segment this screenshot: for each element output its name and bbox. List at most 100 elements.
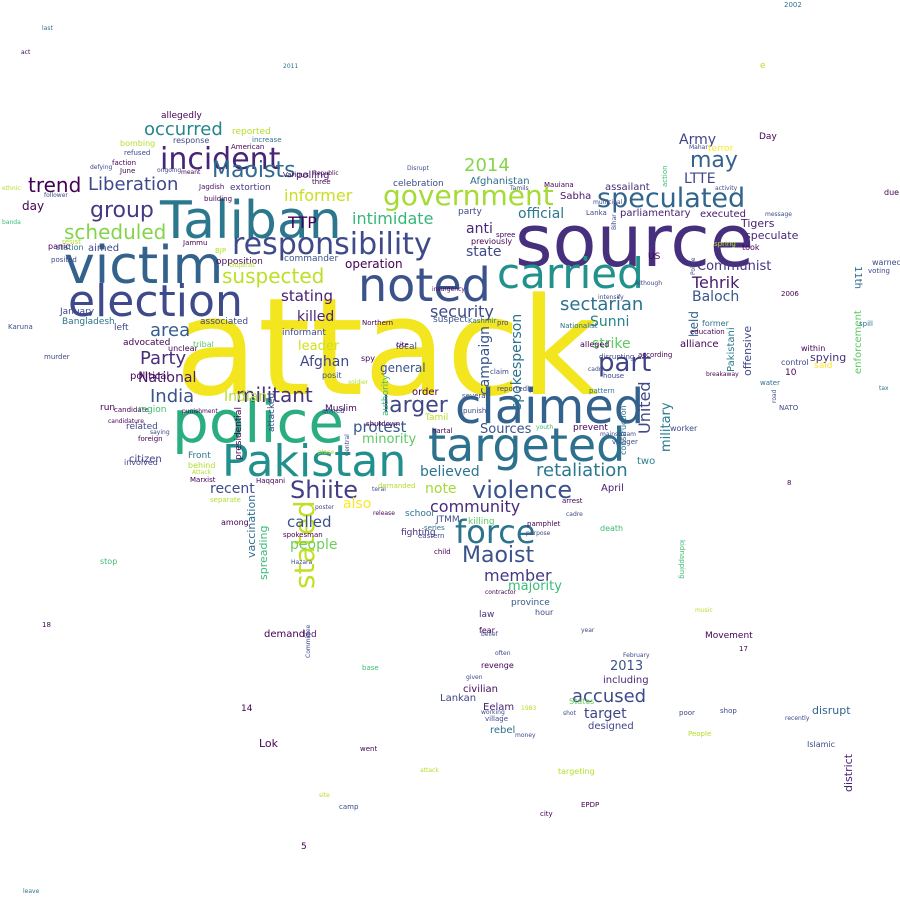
word: spill bbox=[859, 320, 873, 328]
word: behind bbox=[188, 461, 216, 470]
word: reported bbox=[232, 127, 271, 137]
word: arrest bbox=[562, 497, 583, 505]
word: panic bbox=[48, 242, 70, 251]
word: TTP bbox=[288, 213, 317, 232]
word: tribal bbox=[193, 340, 214, 349]
word: money bbox=[515, 732, 536, 739]
word: Army bbox=[679, 132, 717, 148]
word: retaliation bbox=[536, 460, 628, 481]
word: suspected bbox=[222, 264, 325, 288]
word: Jammu bbox=[183, 239, 208, 247]
word: suspect bbox=[433, 315, 468, 325]
word: law bbox=[479, 610, 495, 620]
word: rebel bbox=[490, 725, 516, 736]
word: Sunni bbox=[590, 314, 630, 330]
word: leave bbox=[23, 888, 40, 895]
word: offensive bbox=[741, 325, 754, 376]
word: punish bbox=[463, 407, 487, 415]
word: voting bbox=[868, 267, 890, 275]
word: Baloch bbox=[692, 289, 740, 305]
word: LTTE bbox=[684, 171, 716, 187]
word: security bbox=[430, 302, 494, 321]
word: assailant bbox=[605, 182, 650, 193]
word: death bbox=[600, 524, 624, 533]
word: Party bbox=[140, 348, 187, 369]
word: accused bbox=[572, 686, 647, 707]
word: said bbox=[814, 361, 833, 371]
word: Mahar bbox=[689, 144, 708, 151]
word: e bbox=[760, 61, 766, 71]
word: site bbox=[319, 792, 330, 799]
word: belief bbox=[481, 631, 498, 638]
word: speculate bbox=[745, 229, 799, 242]
word: Kashmir bbox=[468, 317, 497, 325]
word: defying bbox=[90, 164, 113, 171]
word: run bbox=[100, 403, 116, 413]
word: fear bbox=[479, 626, 495, 635]
word: due bbox=[884, 188, 900, 197]
word: terror bbox=[708, 144, 734, 154]
word: Afghanistan bbox=[470, 176, 530, 187]
word: warned bbox=[872, 258, 900, 267]
word: polling bbox=[296, 170, 330, 181]
word: January bbox=[60, 307, 95, 317]
word: kidnapping bbox=[678, 540, 686, 579]
word: candidature bbox=[108, 418, 144, 425]
word: 2014 bbox=[464, 155, 510, 176]
word: 2002 bbox=[784, 1, 802, 9]
word: building bbox=[204, 195, 233, 203]
word: child bbox=[434, 548, 451, 556]
word: bombing bbox=[120, 139, 156, 148]
word: Disrupt bbox=[407, 165, 429, 172]
word: stating bbox=[281, 287, 333, 305]
word: Liberation bbox=[88, 174, 179, 195]
word: NATO bbox=[779, 404, 799, 412]
word: Shiite bbox=[290, 476, 358, 504]
word: group bbox=[90, 198, 154, 223]
word: attack bbox=[175, 269, 599, 426]
word: poor bbox=[679, 709, 695, 717]
word: municipal bbox=[593, 199, 623, 206]
word: shutdown bbox=[366, 420, 401, 428]
word: Maoist bbox=[462, 543, 535, 568]
word: purpose bbox=[526, 530, 551, 537]
word: Taliban bbox=[160, 191, 342, 251]
word: larger bbox=[383, 393, 448, 418]
word: Gujarat bbox=[229, 261, 256, 269]
word: United bbox=[635, 381, 654, 434]
word: revenge bbox=[481, 661, 514, 670]
word: Eelam bbox=[483, 702, 515, 713]
word: Although bbox=[635, 280, 663, 287]
word: contractor bbox=[485, 589, 517, 596]
word: posited bbox=[51, 256, 77, 264]
word: action bbox=[661, 165, 669, 187]
word: previously bbox=[471, 237, 513, 246]
word: Bangladesh bbox=[62, 317, 115, 327]
word: believed bbox=[420, 464, 480, 480]
word: stop bbox=[100, 557, 118, 566]
word: April bbox=[601, 483, 624, 494]
word: presidential bbox=[234, 407, 244, 460]
word: spring bbox=[714, 240, 736, 248]
word: Pakistan bbox=[222, 436, 407, 487]
word: victim bbox=[64, 236, 224, 296]
word: Tamils bbox=[510, 185, 529, 192]
word: Central bbox=[344, 434, 351, 456]
word: speculated bbox=[597, 183, 746, 214]
word: killing bbox=[468, 517, 495, 527]
word: may bbox=[690, 148, 738, 173]
word: cite bbox=[396, 341, 409, 349]
word: faction bbox=[112, 159, 137, 167]
word: poster bbox=[315, 504, 335, 511]
word: candidate bbox=[114, 406, 149, 414]
word: militant bbox=[236, 383, 313, 407]
word: attacked bbox=[267, 392, 277, 432]
word: youth bbox=[536, 424, 554, 431]
word: people bbox=[290, 537, 338, 553]
word: Tigers bbox=[741, 217, 775, 230]
word: 2006 bbox=[781, 290, 799, 298]
word: shop bbox=[720, 707, 737, 715]
word: targeting bbox=[558, 767, 595, 776]
word: JTMM bbox=[436, 515, 460, 525]
